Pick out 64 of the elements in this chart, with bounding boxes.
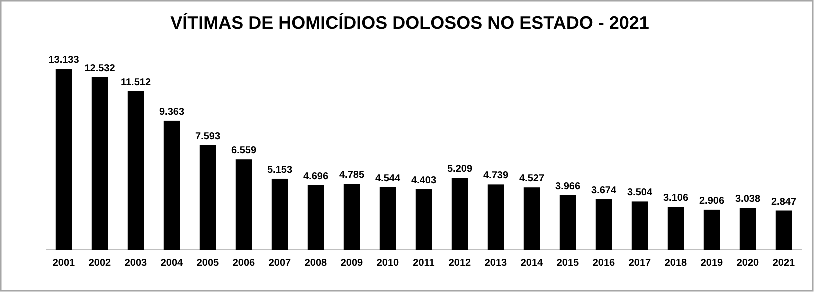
x-tick-label: 2014 bbox=[520, 258, 544, 270]
bar bbox=[308, 185, 324, 250]
data-label: 11.512 bbox=[120, 77, 152, 88]
data-label: 6.559 bbox=[231, 146, 257, 157]
chart-title: VÍTIMAS DE HOMICÍDIOS DOLOSOS NO ESTADO - 2021 bbox=[170, 13, 650, 33]
data-label: 3.106 bbox=[663, 193, 689, 204]
data-label: 3.674 bbox=[591, 185, 617, 196]
data-label: 2.906 bbox=[699, 196, 725, 207]
bar bbox=[272, 178, 288, 250]
x-tick-label: 2018 bbox=[664, 258, 688, 270]
x-tick-label: 2016 bbox=[592, 258, 616, 270]
data-label: 9.363 bbox=[159, 106, 185, 118]
x-tick-label: 2013 bbox=[484, 258, 508, 270]
data-label: 4.785 bbox=[339, 170, 365, 182]
data-label: 2.847 bbox=[771, 196, 797, 208]
x-tick-label: 2003 bbox=[124, 258, 148, 270]
x-tick-label: 2017 bbox=[628, 258, 652, 270]
bar bbox=[776, 210, 792, 250]
x-tick-label: 2015 bbox=[556, 258, 580, 270]
data-label: 5.153 bbox=[267, 164, 293, 176]
x-tick-label: 2019 bbox=[700, 258, 724, 270]
bar bbox=[740, 208, 756, 250]
data-label: 3.966 bbox=[555, 181, 581, 192]
x-tick-label: 2012 bbox=[448, 258, 472, 270]
x-tick-label: 2002 bbox=[88, 258, 112, 270]
data-label: 4.403 bbox=[411, 175, 437, 186]
x-tick-label: 2001 bbox=[52, 258, 76, 270]
data-label: 4.739 bbox=[483, 170, 509, 182]
data-label: 4.527 bbox=[519, 174, 545, 185]
bar bbox=[200, 145, 216, 250]
bar bbox=[560, 195, 576, 250]
bar bbox=[524, 188, 540, 250]
data-label: 3.504 bbox=[627, 188, 653, 199]
data-label: 4.544 bbox=[375, 173, 401, 184]
bar bbox=[344, 184, 360, 250]
bar bbox=[236, 160, 252, 250]
x-tick-label: 2020 bbox=[736, 258, 760, 270]
x-tick-label: 2021 bbox=[772, 258, 796, 270]
bar bbox=[56, 69, 72, 250]
x-tick-label: 2007 bbox=[268, 258, 292, 270]
bar bbox=[128, 91, 144, 250]
data-label: 12.532 bbox=[84, 63, 116, 74]
x-tick-label: 2010 bbox=[376, 258, 400, 270]
bar bbox=[632, 202, 648, 250]
data-label: 7.593 bbox=[195, 131, 221, 142]
bar bbox=[380, 187, 396, 250]
bar bbox=[164, 120, 180, 250]
data-label: 4.696 bbox=[303, 171, 329, 182]
data-label: 13.133 bbox=[48, 55, 80, 66]
bar bbox=[668, 207, 684, 250]
x-tick-label: 2011 bbox=[413, 258, 436, 270]
bar bbox=[596, 199, 612, 250]
bar bbox=[704, 210, 720, 250]
bar bbox=[92, 77, 108, 250]
data-label: 3.038 bbox=[735, 194, 761, 206]
x-tick-label: 2004 bbox=[160, 258, 184, 270]
bar bbox=[416, 189, 432, 250]
x-tick-label: 2005 bbox=[196, 258, 220, 270]
bar bbox=[452, 178, 468, 250]
bar bbox=[488, 184, 504, 250]
x-tick-label: 2008 bbox=[304, 258, 328, 270]
x-tick-label: 2009 bbox=[340, 258, 364, 270]
data-label: 5.209 bbox=[447, 164, 473, 176]
x-tick-label: 2006 bbox=[232, 258, 256, 270]
